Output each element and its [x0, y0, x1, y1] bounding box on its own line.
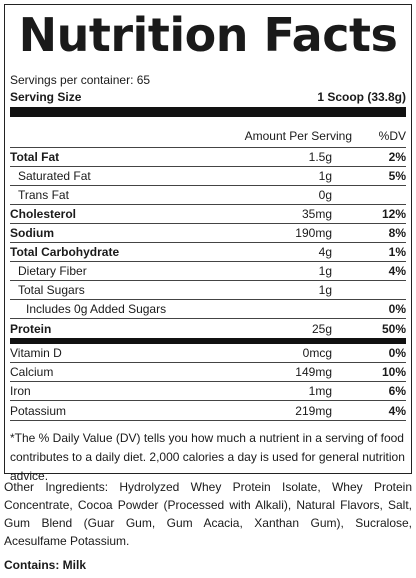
vitamin-row-vitamin-d: Vitamin D 0mcg 0% — [10, 344, 406, 363]
vitamin-dv: 4% — [388, 403, 406, 418]
vitamin-dv: 10% — [381, 365, 406, 379]
vitamin-name: Vitamin D — [10, 346, 62, 360]
allergen-contains: Contains: Milk — [4, 558, 87, 572]
nutrient-dv: 8% — [388, 226, 406, 240]
serving-size-value: 1 Scoop (33.8g) — [317, 90, 406, 104]
nutrient-dv: 4% — [388, 264, 406, 278]
nutrient-row-trans-fat: Trans Fat 0g — [10, 186, 406, 205]
nutrient-name: Cholesterol — [10, 207, 77, 221]
nutrient-name: Total Carbohydrate — [10, 245, 120, 259]
serving-size-row: Serving Size 1 Scoop (33.8g) — [10, 90, 406, 104]
nutrient-dv: 12% — [381, 207, 406, 221]
other-ingredients: Other Ingredients: Hydrolyzed Whey Prote… — [4, 480, 412, 548]
vitamin-amount: 0mcg — [302, 346, 332, 360]
vitamin-row-potassium: Potassium 219mg 4% — [10, 401, 406, 420]
nutrient-amount: 1g — [318, 283, 332, 297]
column-header-row: Amount Per Serving %DV — [10, 129, 406, 148]
nutrient-row-dietary-fiber: Dietary Fiber 1g 4% — [10, 262, 406, 281]
nutrient-dv: 2% — [388, 150, 406, 164]
daily-value-footnote: *The % Daily Value (DV) tells you how mu… — [10, 420, 406, 486]
nutrient-row-sodium: Sodium 190mg 8% — [10, 224, 406, 243]
nutrient-name: Sodium — [10, 226, 54, 240]
nutrient-amount: 1g — [318, 264, 332, 278]
vitamin-dv: 6% — [388, 384, 406, 398]
vitamin-row-iron: Iron 1mg 6% — [10, 382, 406, 401]
nutrient-dv: 5% — [388, 169, 406, 183]
vitamin-amount: 1mg — [308, 384, 332, 398]
nutrient-row-total-carbohydrate: Total Carbohydrate 4g 1% — [10, 243, 406, 262]
nutrient-dv: 50% — [381, 321, 406, 336]
nutrient-name: Dietary Fiber — [18, 264, 87, 278]
vitamin-amount: 149mg — [295, 365, 332, 379]
serving-size-label: Serving Size — [10, 90, 82, 104]
nutrient-row-total-fat: Total Fat 1.5g 2% — [10, 148, 406, 167]
nutrient-name: Total Sugars — [18, 283, 85, 297]
nutrient-dv: 1% — [388, 245, 406, 259]
nutrient-row-protein: Protein 25g 50% — [10, 319, 406, 338]
nutrient-row-saturated-fat: Saturated Fat 1g 5% — [10, 167, 406, 186]
nutrient-name: Protein — [10, 321, 52, 336]
vitamin-amount: 219mg — [295, 403, 332, 418]
nutrient-amount: 4g — [318, 245, 332, 259]
nutrient-amount: 1.5g — [308, 150, 332, 164]
nutrient-row-added-sugars: Includes 0g Added Sugars 0% — [10, 300, 406, 319]
below-panel-info: Other Ingredients: Hydrolyzed Whey Prote… — [4, 478, 412, 572]
nutrient-row-total-sugars: Total Sugars 1g — [10, 281, 406, 300]
nutrient-name: Total Fat — [10, 150, 60, 164]
nutrient-amount: 0g — [318, 188, 332, 202]
thick-divider — [10, 107, 406, 117]
nutrient-amount: 35mg — [301, 207, 332, 221]
servings-per-container: Servings per container: 65 — [10, 73, 151, 87]
vitamin-dv: 0% — [388, 346, 406, 360]
nutrient-dv: 0% — [388, 302, 406, 316]
nutrition-facts-panel: Nutrition Facts Servings per container: … — [4, 4, 412, 483]
vitamin-name: Calcium — [10, 365, 54, 379]
nutrient-name: Includes 0g Added Sugars — [26, 302, 167, 316]
vitamin-name: Potassium — [10, 403, 67, 418]
amount-per-serving-header: Amount Per Serving — [244, 129, 352, 143]
nutrient-amount: 1g — [318, 169, 332, 183]
panel-title: Nutrition Facts — [18, 8, 398, 62]
nutrient-amount: 190mg — [295, 226, 332, 240]
nutrient-name: Saturated Fat — [18, 169, 91, 183]
vitamin-row-calcium: Calcium 149mg 10% — [10, 363, 406, 382]
nutrient-name: Trans Fat — [18, 188, 69, 202]
medium-divider — [10, 338, 406, 344]
nutrient-row-cholesterol: Cholesterol 35mg 12% — [10, 205, 406, 224]
dv-header: %DV — [378, 129, 406, 143]
nutrient-amount: 25g — [311, 321, 332, 336]
vitamin-name: Iron — [10, 384, 31, 398]
